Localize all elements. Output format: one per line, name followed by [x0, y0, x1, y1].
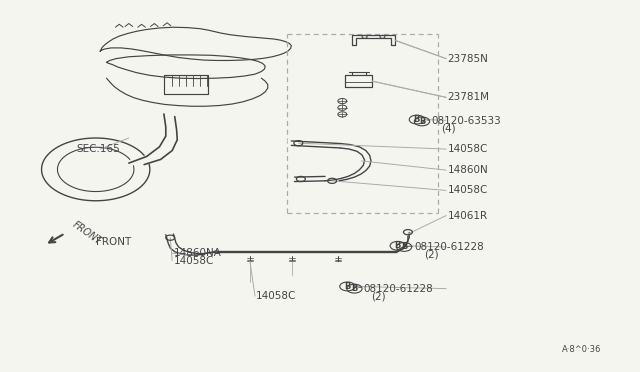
Text: (2): (2) [424, 249, 438, 259]
Text: 14058C: 14058C [447, 144, 488, 154]
Text: 14860N: 14860N [447, 165, 488, 175]
Text: 08120-61228: 08120-61228 [414, 242, 484, 252]
Text: 08120-61228: 08120-61228 [364, 283, 433, 294]
Text: B: B [401, 243, 407, 251]
Text: 23785N: 23785N [447, 54, 488, 64]
Text: SEC.165: SEC.165 [77, 144, 120, 154]
Text: B: B [419, 117, 425, 126]
Text: 14860NA: 14860NA [173, 248, 221, 258]
Text: B: B [344, 282, 351, 291]
Text: 14058C: 14058C [256, 291, 297, 301]
Text: FRONT: FRONT [70, 219, 103, 247]
Text: 14058C: 14058C [173, 256, 214, 266]
Text: 23781M: 23781M [447, 92, 490, 102]
Text: B: B [351, 284, 358, 293]
Text: 08120-63533: 08120-63533 [431, 116, 501, 126]
Text: 14061R: 14061R [447, 211, 488, 221]
Text: (4): (4) [441, 124, 456, 134]
Text: B: B [394, 241, 401, 250]
Text: B: B [413, 115, 420, 124]
Text: 14058C: 14058C [447, 185, 488, 195]
Text: (2): (2) [371, 291, 386, 301]
Text: A·8^0·36: A·8^0·36 [562, 345, 602, 354]
Text: FRONT: FRONT [96, 237, 131, 247]
